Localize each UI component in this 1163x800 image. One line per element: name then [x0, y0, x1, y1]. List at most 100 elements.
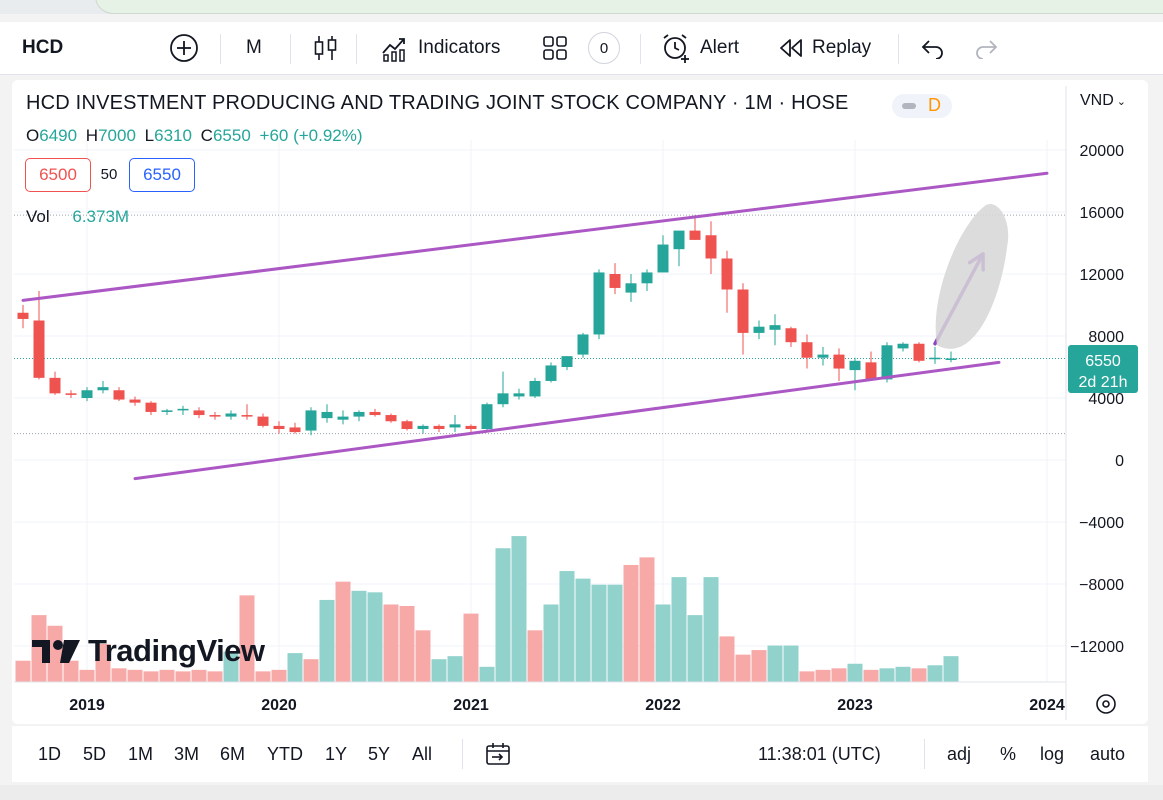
volume-bar	[815, 669, 831, 682]
candle-body	[881, 345, 893, 380]
candle-body	[545, 365, 557, 381]
candle-body	[305, 410, 317, 431]
undo-button[interactable]	[918, 22, 944, 74]
symbol-search-button[interactable]: HCD	[22, 37, 64, 58]
volume-bar	[607, 584, 623, 682]
low-value: 6310	[154, 126, 192, 145]
range-5d[interactable]: 5D	[83, 743, 107, 764]
candle	[657, 235, 669, 273]
range-3m[interactable]: 3M	[174, 743, 200, 764]
currency-label: VND	[1080, 92, 1114, 109]
candle	[177, 405, 189, 416]
volume-bar	[799, 671, 815, 682]
range-5y[interactable]: 5Y	[368, 743, 391, 764]
candle-body	[177, 408, 189, 411]
replay-button[interactable]: Replay	[778, 22, 871, 74]
candle	[321, 404, 333, 423]
clock-time[interactable]: 11:38:01 (UTC)	[758, 743, 881, 764]
volume-bar	[15, 660, 31, 682]
volume-bar	[623, 564, 639, 682]
volume-bar	[511, 536, 527, 682]
alarm-clock-icon	[663, 34, 689, 63]
volume-bar	[863, 669, 879, 682]
time-tick-label: 2022	[645, 697, 681, 714]
candle	[129, 396, 141, 406]
chart-type-button[interactable]	[312, 22, 340, 74]
volume-bar	[431, 659, 447, 682]
candle	[577, 332, 589, 358]
range-1y[interactable]: 1Y	[325, 743, 348, 764]
volume-bar	[895, 666, 911, 682]
volume-bar	[127, 669, 143, 682]
candle-body	[369, 411, 381, 416]
candle-body	[97, 387, 109, 391]
adjust-toggle[interactable]: adj	[947, 743, 972, 764]
change-value: +60 (+0.92%)	[259, 126, 363, 145]
percent-toggle[interactable]: %	[1000, 743, 1017, 764]
annotations[interactable]	[933, 204, 1009, 349]
interval-button[interactable]: M	[246, 37, 262, 58]
candle-body	[945, 358, 957, 360]
volume-bar	[319, 599, 335, 682]
candle	[737, 283, 749, 355]
volume-bar	[831, 668, 847, 682]
tradingview-logo-text: TradingView	[88, 633, 265, 668]
volume-bar	[479, 666, 495, 682]
candle-body	[193, 410, 205, 416]
symbol-title[interactable]: HCD INVESTMENT PRODUCING AND TRADING JOI…	[26, 92, 849, 114]
settings-button[interactable]	[1096, 694, 1116, 714]
volume-legend[interactable]: Vol 6.373M	[26, 207, 129, 227]
data-status-badge[interactable]: D	[892, 94, 952, 118]
range-6m[interactable]: 6M	[220, 743, 246, 764]
bottom-strip	[0, 785, 1163, 800]
candle	[497, 371, 509, 408]
log-toggle[interactable]: log	[1040, 743, 1065, 764]
volume-bar	[719, 636, 735, 682]
candle	[145, 401, 157, 416]
volume-bar	[175, 671, 191, 682]
candle-body	[81, 390, 93, 398]
volume-bar	[543, 604, 559, 682]
candle-body	[753, 326, 765, 333]
volume-bar	[559, 571, 575, 682]
redo-button[interactable]	[975, 22, 1001, 74]
low-label: L	[144, 126, 155, 145]
tradingview-logo[interactable]: TradingView	[30, 633, 265, 669]
price-axis[interactable]: 20000 16000 12000 8000 4000 0 −4000 −8000 −12000	[1065, 86, 1125, 720]
buy-button[interactable]: 6550	[129, 158, 195, 192]
sell-button[interactable]: 6500	[25, 158, 91, 192]
open-label: O	[26, 126, 40, 145]
candle	[81, 387, 93, 402]
time-axis[interactable]: 2019 2020 2021 2022 2023 2024	[14, 681, 1066, 714]
candle	[353, 410, 365, 422]
delayed-badge-label: D	[928, 95, 941, 115]
candle-body	[673, 230, 685, 250]
candle-body	[721, 258, 733, 290]
price-tick-label: 12000	[1080, 267, 1125, 284]
range-all[interactable]: All	[412, 743, 433, 764]
range-1d[interactable]: 1D	[38, 743, 62, 764]
templates-button[interactable]: 0	[588, 22, 620, 74]
layouts-button[interactable]	[541, 22, 569, 74]
candle-body	[705, 235, 717, 259]
range-ytd[interactable]: YTD	[267, 743, 303, 764]
candle-body	[609, 274, 621, 288]
auto-toggle[interactable]: auto	[1090, 743, 1126, 764]
candle-body	[417, 425, 429, 429]
time-tick-label: 2023	[837, 697, 873, 714]
close-value: 6550	[212, 126, 251, 145]
volume-bar	[847, 663, 863, 682]
compare-button[interactable]	[168, 22, 200, 74]
candle	[65, 390, 77, 398]
indicators-button[interactable]: Indicators	[380, 22, 500, 74]
alert-button[interactable]: Alert	[660, 22, 739, 74]
range-1m[interactable]: 1M	[128, 743, 154, 764]
price-tick-label: 4000	[1088, 391, 1124, 408]
price-tick-label: −12000	[1070, 639, 1124, 656]
trendlines[interactable]	[21, 171, 1049, 481]
candle	[369, 408, 381, 417]
volume-bar	[383, 604, 399, 682]
goto-date-button[interactable]	[484, 726, 512, 782]
currency-selector[interactable]: VND ⌄	[1080, 92, 1126, 110]
